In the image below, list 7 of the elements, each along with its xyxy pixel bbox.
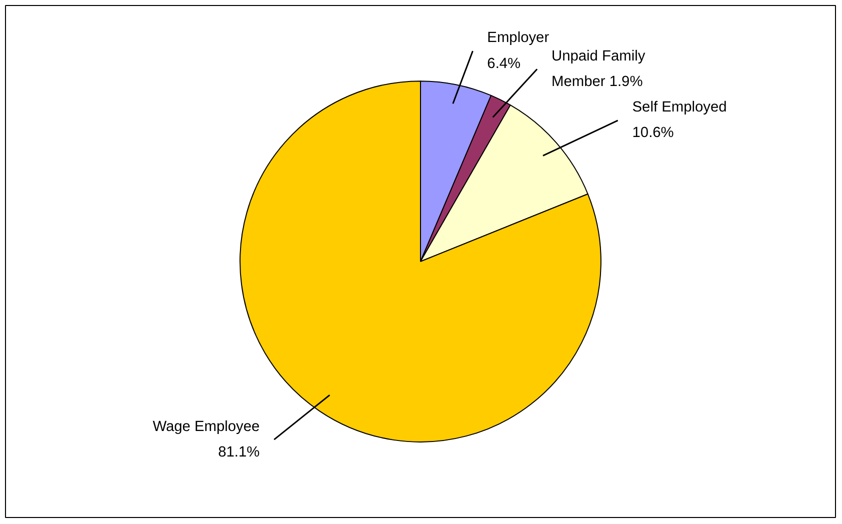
data-label: 81.1% [218, 444, 260, 460]
slice-label: Wage Employee [152, 418, 260, 435]
data-label: 6.4% [487, 56, 521, 72]
slice-label: Unpaid Family Member 1.9% [552, 48, 646, 90]
data-label: 10.6% [632, 125, 674, 142]
slice-label: Employer [487, 30, 550, 46]
slice-label: Self Employed [632, 100, 727, 116]
